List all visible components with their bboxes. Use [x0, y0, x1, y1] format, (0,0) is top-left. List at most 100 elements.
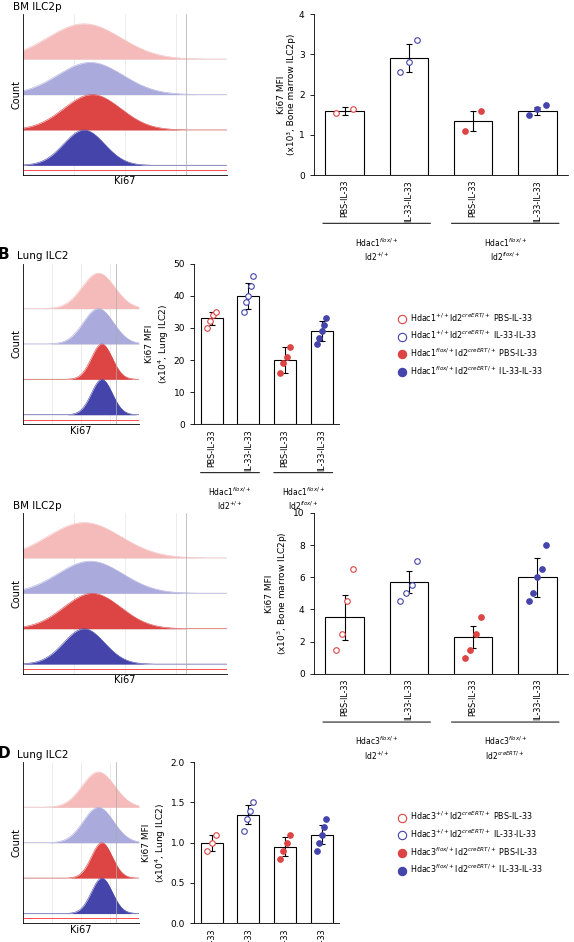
Text: Hdac1$^{flox/+}$
Id2$^{+/+}$: Hdac1$^{flox/+}$ Id2$^{+/+}$: [355, 236, 398, 263]
Point: [239, 823, 248, 838]
Bar: [201, 843, 223, 923]
Point: [466, 642, 475, 658]
Bar: [274, 360, 296, 425]
Point: [321, 811, 331, 826]
Bar: [325, 110, 364, 175]
Point: [202, 843, 211, 858]
Bar: [390, 582, 428, 674]
Text: Hdac3$^{flox/+}$
Id2$^{+/+}$: Hdac3$^{flox/+}$ Id2$^{+/+}$: [355, 735, 398, 762]
Text: Lung ILC2: Lung ILC2: [17, 252, 69, 261]
Bar: [237, 815, 259, 923]
Text: BM ILC2p: BM ILC2p: [13, 501, 61, 511]
Point: [321, 311, 331, 326]
Point: [212, 304, 221, 319]
Point: [239, 304, 248, 319]
Point: [396, 65, 405, 80]
Point: [533, 570, 542, 585]
Point: [332, 642, 341, 658]
Point: [312, 843, 321, 858]
Point: [317, 827, 326, 842]
Point: [246, 279, 255, 294]
Text: Hdac1$^{flox/+}$
Id2$^{+/+}$: Hdac1$^{flox/+}$ Id2$^{+/+}$: [208, 485, 251, 512]
Point: [282, 349, 291, 365]
Legend: Hdac3$^{+/+}$Id2$^{creERT/+}$ PBS-IL-33, Hdac3$^{+/+}$Id2$^{creERT/+}$ IL-33-IL-: Hdac3$^{+/+}$Id2$^{creERT/+}$ PBS-IL-33,…: [398, 810, 543, 875]
Point: [205, 314, 215, 329]
Point: [285, 340, 294, 355]
Point: [401, 586, 410, 601]
Y-axis label: Count: Count: [11, 330, 22, 359]
Point: [460, 123, 470, 138]
Point: [241, 295, 250, 310]
Point: [319, 820, 328, 835]
Text: Hdac3$^{flox/+}$
Id2$^{creERT/+}$: Hdac3$^{flox/+}$ Id2$^{creERT/+}$: [484, 735, 527, 762]
Point: [317, 323, 326, 338]
Point: [285, 827, 294, 842]
Bar: [325, 617, 364, 674]
X-axis label: Ki67: Ki67: [70, 924, 92, 934]
Point: [212, 827, 221, 842]
Y-axis label: Ki67 MFI
(x10³, Bone marrow ILC2p): Ki67 MFI (x10³, Bone marrow ILC2p): [277, 34, 296, 155]
Point: [413, 554, 422, 569]
Text: Hdac1$^{flox/+}$
Id2$^{flox/+}$: Hdac1$^{flox/+}$ Id2$^{flox/+}$: [282, 485, 325, 512]
Point: [242, 811, 251, 826]
Y-axis label: Count: Count: [11, 578, 22, 608]
Point: [337, 626, 346, 642]
Y-axis label: Ki67 MFI
(x10$^{4}$, Lung ILC2): Ki67 MFI (x10$^{4}$, Lung ILC2): [145, 304, 171, 383]
Point: [207, 836, 216, 851]
Point: [245, 803, 254, 818]
Text: D: D: [0, 746, 10, 761]
Point: [315, 836, 324, 851]
Y-axis label: Ki67 MFI
(x10$^{3}$, Bone marrow ILC2p): Ki67 MFI (x10$^{3}$, Bone marrow ILC2p): [265, 531, 290, 656]
Point: [319, 317, 328, 333]
X-axis label: Ki67: Ki67: [70, 426, 92, 436]
Point: [537, 561, 546, 577]
Bar: [518, 577, 557, 674]
Point: [525, 593, 534, 609]
Bar: [454, 121, 492, 175]
Point: [279, 356, 288, 371]
Bar: [518, 110, 557, 175]
Y-axis label: Count: Count: [11, 828, 22, 857]
Point: [249, 795, 258, 810]
Point: [541, 97, 550, 112]
Text: Lung ILC2: Lung ILC2: [17, 750, 69, 760]
X-axis label: Ki67: Ki67: [114, 176, 135, 187]
Point: [315, 330, 324, 345]
Text: Hdac1$^{flox/+}$
Id2$^{flox/+}$: Hdac1$^{flox/+}$ Id2$^{flox/+}$: [484, 236, 527, 263]
Point: [276, 365, 285, 381]
Point: [477, 609, 486, 625]
Text: B: B: [0, 248, 9, 263]
Bar: [390, 58, 428, 175]
Point: [477, 103, 486, 118]
Point: [525, 107, 534, 122]
Point: [541, 538, 550, 553]
Y-axis label: Ki67 MFI
(x10$^{4}$, Lung ILC2): Ki67 MFI (x10$^{4}$, Lung ILC2): [142, 803, 168, 883]
Legend: Hdac1$^{+/+}$Id2$^{creERT/+}$ PBS-IL-33, Hdac1$^{+/+}$Id2$^{creERT/+}$ IL-33-IL-: Hdac1$^{+/+}$Id2$^{creERT/+}$ PBS-IL-33,…: [398, 311, 543, 377]
Point: [249, 268, 258, 284]
Point: [276, 852, 285, 867]
X-axis label: Ki67: Ki67: [114, 675, 135, 685]
Point: [244, 288, 253, 303]
Point: [312, 336, 321, 351]
Point: [209, 307, 218, 322]
Point: [460, 650, 470, 665]
Point: [413, 33, 422, 48]
Point: [396, 593, 405, 609]
Point: [279, 843, 288, 858]
Bar: [311, 835, 332, 923]
Point: [282, 836, 291, 851]
Point: [471, 626, 480, 642]
Bar: [274, 847, 296, 923]
Point: [202, 320, 211, 335]
Bar: [454, 637, 492, 674]
Bar: [311, 331, 332, 425]
Point: [533, 101, 542, 116]
Point: [529, 586, 538, 601]
Bar: [237, 296, 259, 425]
Text: BM ILC2p: BM ILC2p: [13, 2, 61, 12]
Y-axis label: Count: Count: [11, 80, 22, 109]
Point: [348, 561, 358, 577]
Point: [407, 577, 416, 593]
Point: [343, 593, 352, 609]
Bar: [201, 318, 223, 425]
